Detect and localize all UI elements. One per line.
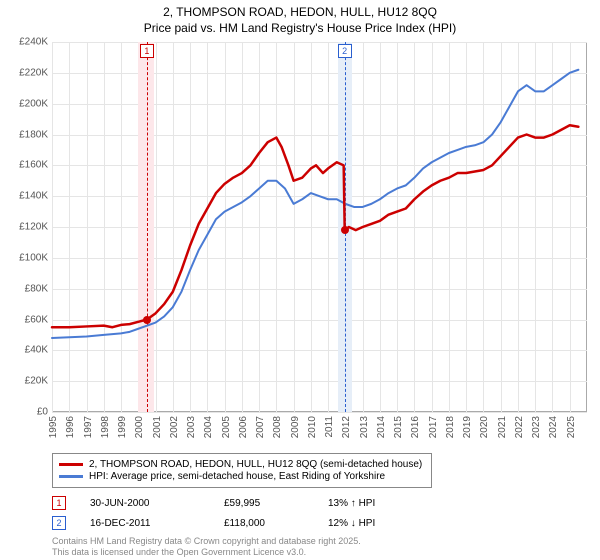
y-axis-tick: £200K bbox=[2, 98, 48, 109]
x-axis-tick: 2018 bbox=[445, 416, 456, 438]
x-axis-tick: 2020 bbox=[479, 416, 490, 438]
sale-row: 2 16-DEC-2011 £118,000 12% ↓ HPI bbox=[52, 516, 582, 530]
y-axis-tick: £120K bbox=[2, 222, 48, 233]
sale-delta: 13% ↑ HPI bbox=[328, 498, 375, 509]
sale-point bbox=[143, 316, 151, 324]
chart-title: 2, THOMPSON ROAD, HEDON, HULL, HU12 8QQ … bbox=[0, 0, 600, 36]
x-axis-tick: 1997 bbox=[83, 416, 94, 438]
x-axis-tick: 2015 bbox=[393, 416, 404, 438]
x-axis-tick: 2001 bbox=[152, 416, 163, 438]
x-axis-tick: 2023 bbox=[531, 416, 542, 438]
x-axis-tick: 2007 bbox=[255, 416, 266, 438]
x-axis-tick: 2021 bbox=[497, 416, 508, 438]
y-axis-tick: £220K bbox=[2, 67, 48, 78]
legend-item: 2, THOMPSON ROAD, HEDON, HULL, HU12 8QQ … bbox=[59, 459, 425, 470]
sale-date: 30-JUN-2000 bbox=[90, 498, 200, 509]
x-axis-tick: 2016 bbox=[410, 416, 421, 438]
title-line1: 2, THOMPSON ROAD, HEDON, HULL, HU12 8QQ bbox=[0, 5, 600, 21]
x-axis-tick: 2006 bbox=[238, 416, 249, 438]
sale-marker: 2 bbox=[52, 516, 66, 530]
x-axis-tick: 2024 bbox=[548, 416, 559, 438]
legend: 2, THOMPSON ROAD, HEDON, HULL, HU12 8QQ … bbox=[52, 453, 432, 488]
series-line bbox=[52, 70, 578, 338]
legend-item: HPI: Average price, semi-detached house,… bbox=[59, 471, 425, 482]
x-axis-tick: 2012 bbox=[341, 416, 352, 438]
sale-delta: 12% ↓ HPI bbox=[328, 518, 375, 529]
x-axis-tick: 2011 bbox=[324, 416, 335, 438]
chart-marker: 2 bbox=[338, 44, 352, 58]
x-axis-tick: 2013 bbox=[359, 416, 370, 438]
legend-label: HPI: Average price, semi-detached house,… bbox=[89, 471, 385, 482]
legend-label: 2, THOMPSON ROAD, HEDON, HULL, HU12 8QQ … bbox=[89, 459, 422, 470]
attribution: Contains HM Land Registry data © Crown c… bbox=[52, 536, 361, 558]
y-axis-tick: £240K bbox=[2, 37, 48, 48]
chart-lines bbox=[52, 42, 587, 412]
legend-swatch bbox=[59, 475, 83, 478]
title-line2: Price paid vs. HM Land Registry's House … bbox=[0, 21, 600, 37]
sale-marker: 1 bbox=[52, 496, 66, 510]
y-axis-tick: £40K bbox=[2, 345, 48, 356]
y-axis-tick: £180K bbox=[2, 129, 48, 140]
attribution-line: This data is licensed under the Open Gov… bbox=[52, 547, 361, 558]
x-axis-tick: 2010 bbox=[307, 416, 318, 438]
x-axis-tick: 2002 bbox=[169, 416, 180, 438]
x-axis-tick: 2022 bbox=[514, 416, 525, 438]
sale-price: £118,000 bbox=[224, 518, 304, 529]
series-line bbox=[52, 125, 578, 327]
x-axis-tick: 1995 bbox=[48, 416, 59, 438]
sale-date: 16-DEC-2011 bbox=[90, 518, 200, 529]
x-axis-tick: 1999 bbox=[117, 416, 128, 438]
chart-marker: 1 bbox=[140, 44, 154, 58]
x-axis-tick: 2008 bbox=[272, 416, 283, 438]
x-axis-tick: 2000 bbox=[134, 416, 145, 438]
y-axis-tick: £100K bbox=[2, 252, 48, 263]
x-axis-tick: 1998 bbox=[100, 416, 111, 438]
y-axis-tick: £140K bbox=[2, 191, 48, 202]
y-axis-tick: £60K bbox=[2, 314, 48, 325]
y-axis-tick: £20K bbox=[2, 376, 48, 387]
x-axis-tick: 2004 bbox=[203, 416, 214, 438]
sale-price: £59,995 bbox=[224, 498, 304, 509]
sale-row: 1 30-JUN-2000 £59,995 13% ↑ HPI bbox=[52, 496, 582, 510]
gridline bbox=[52, 412, 587, 413]
legend-swatch bbox=[59, 463, 83, 466]
y-axis-tick: £80K bbox=[2, 283, 48, 294]
x-axis-tick: 2003 bbox=[186, 416, 197, 438]
x-axis-tick: 2005 bbox=[221, 416, 232, 438]
y-axis-tick: £160K bbox=[2, 160, 48, 171]
sale-point bbox=[341, 226, 349, 234]
y-axis-tick: £0 bbox=[2, 407, 48, 418]
x-axis-tick: 2017 bbox=[428, 416, 439, 438]
attribution-line: Contains HM Land Registry data © Crown c… bbox=[52, 536, 361, 547]
x-axis-tick: 2014 bbox=[376, 416, 387, 438]
x-axis-tick: 2025 bbox=[566, 416, 577, 438]
x-axis-tick: 2009 bbox=[290, 416, 301, 438]
x-axis-tick: 2019 bbox=[462, 416, 473, 438]
chart-plot: 12 bbox=[52, 42, 587, 412]
x-axis-tick: 1996 bbox=[65, 416, 76, 438]
